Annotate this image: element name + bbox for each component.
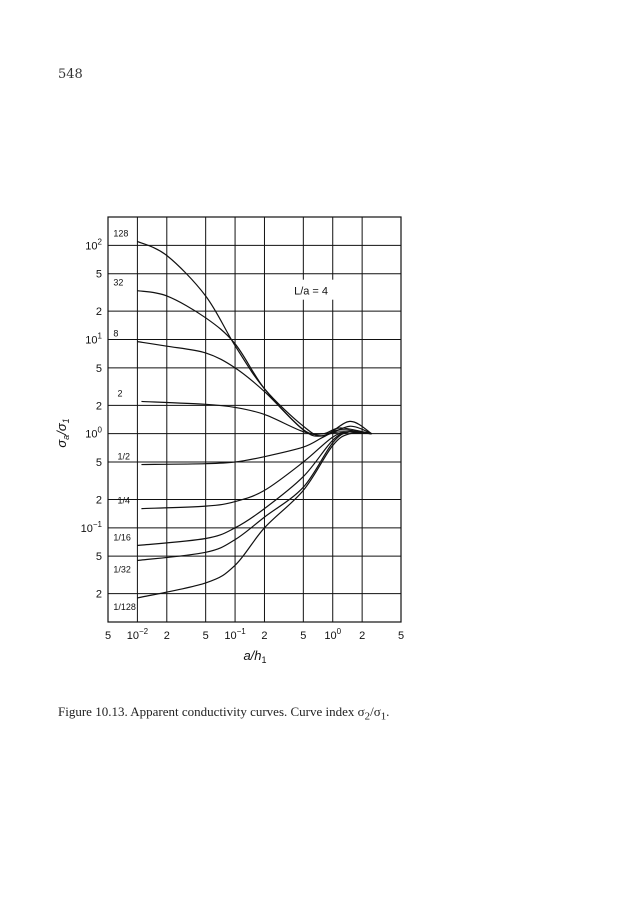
x-tick-label: 5	[105, 630, 111, 642]
plot-frame	[107, 216, 402, 623]
y-tick-label-base: 2	[96, 494, 102, 506]
caption-sub1: 2	[364, 710, 371, 723]
x-tick-label-base: 5	[398, 630, 404, 642]
y-tick-label: 102	[85, 237, 102, 252]
curve-label: 2	[117, 388, 122, 398]
y-tick-label: 2	[96, 306, 102, 318]
y-tick-label-base: 2	[96, 400, 102, 412]
curve-label: 32	[113, 278, 123, 288]
y-tick-label: 101	[85, 332, 102, 347]
y-axis-label: σa/σ1	[54, 418, 71, 447]
y-tick-label: 2	[96, 494, 102, 506]
x-tick-label: 10−1	[224, 627, 246, 642]
curve-1-over-32	[137, 430, 372, 562]
x-tick-label: 2	[164, 630, 170, 642]
x-tick-label: 5	[300, 630, 306, 642]
y-tick-label-base: 5	[96, 269, 102, 281]
y-tick-label-exponent: 0	[98, 426, 103, 435]
x-axis-label-sub: 1	[262, 655, 267, 665]
y-tick-label: 5	[96, 551, 102, 563]
x-tick-label-exponent: −1	[237, 627, 247, 636]
x-tick-label: 100	[324, 627, 341, 642]
annotation-background	[265, 279, 358, 300]
y-tick-label-base: 5	[96, 457, 102, 469]
x-axis-label: a/h1	[243, 648, 266, 665]
y-tick-label: 100	[85, 426, 102, 441]
y-tick-label: 5	[96, 269, 102, 281]
x-tick-label-base: 2	[164, 630, 170, 642]
y-tick-label-exponent: 2	[98, 237, 103, 246]
caption-text: Figure 10.13. Apparent conductivity curv…	[58, 704, 365, 719]
y-tick-label: 2	[96, 589, 102, 601]
y-tick-label-base: 2	[96, 589, 102, 601]
caption-slash: /σ	[370, 704, 381, 719]
curve-1-over-2	[141, 429, 372, 466]
y-tick-label: 5	[96, 457, 102, 469]
y-tick-label: 5	[96, 363, 102, 375]
x-tick-label: 5	[203, 630, 209, 642]
x-tick-label-base: 10	[324, 630, 336, 642]
x-tick-label: 2	[261, 630, 267, 642]
curve-32	[137, 290, 372, 437]
y-tick-label-base: 10	[85, 335, 97, 347]
x-tick-label-base: 2	[261, 630, 267, 642]
x-tick-label-base: 5	[105, 630, 111, 642]
curve-label: 1/32	[113, 564, 131, 574]
caption-end: .	[386, 704, 390, 719]
caption-sub2: 1	[380, 710, 387, 723]
x-tick-label-exponent: 0	[337, 627, 342, 636]
y-tick-label-base: 10	[81, 523, 93, 535]
y-axis-label-part: /σ	[54, 422, 69, 436]
y-axis-label-part: 1	[61, 418, 71, 423]
curve-label: 1/128	[113, 602, 136, 612]
curve-128	[137, 240, 372, 437]
x-tick-label: 5	[398, 630, 404, 642]
x-axis-label-main: a/h	[243, 648, 261, 663]
y-tick-label-base: 10	[85, 240, 97, 252]
x-tick-label-base: 2	[359, 630, 365, 642]
x-tick-label-base: 10	[127, 630, 139, 642]
curve-label: 1/4	[117, 496, 130, 506]
curve-label: 8	[113, 329, 118, 339]
x-tick-label: 10−2	[127, 627, 149, 642]
curve-label: 128	[113, 228, 128, 238]
x-tick-label: 2	[359, 630, 365, 642]
y-tick-label-exponent: −1	[93, 520, 103, 529]
y-tick-label: 2	[96, 400, 102, 412]
y-tick-label-base: 2	[96, 306, 102, 318]
y-tick-label-exponent: 1	[98, 332, 103, 341]
x-tick-label-base: 5	[203, 630, 209, 642]
y-axis-label-part: σ	[54, 439, 69, 448]
curve-label: 1/16	[113, 532, 131, 542]
curve-1-over-16	[137, 430, 372, 547]
annotation-label: L/a = 4	[294, 286, 328, 298]
page-number: 548	[58, 67, 83, 82]
curve-2	[141, 400, 372, 435]
y-tick-label-base: 5	[96, 363, 102, 375]
figure-caption: Figure 10.13. Apparent conductivity curv…	[58, 704, 389, 723]
y-tick-label-base: 10	[85, 429, 97, 441]
curve-label: 1/2	[117, 452, 130, 462]
y-tick-label: 10−1	[81, 520, 103, 535]
curve-1-over-4	[141, 430, 372, 510]
x-tick-label-base: 10	[224, 630, 236, 642]
y-tick-label-base: 5	[96, 551, 102, 563]
curve-8	[137, 341, 372, 436]
y-axis-label-part: a	[61, 435, 71, 440]
curve-1-over-128	[137, 432, 372, 599]
x-tick-label-exponent: −2	[139, 627, 149, 636]
x-tick-label-base: 5	[300, 630, 306, 642]
